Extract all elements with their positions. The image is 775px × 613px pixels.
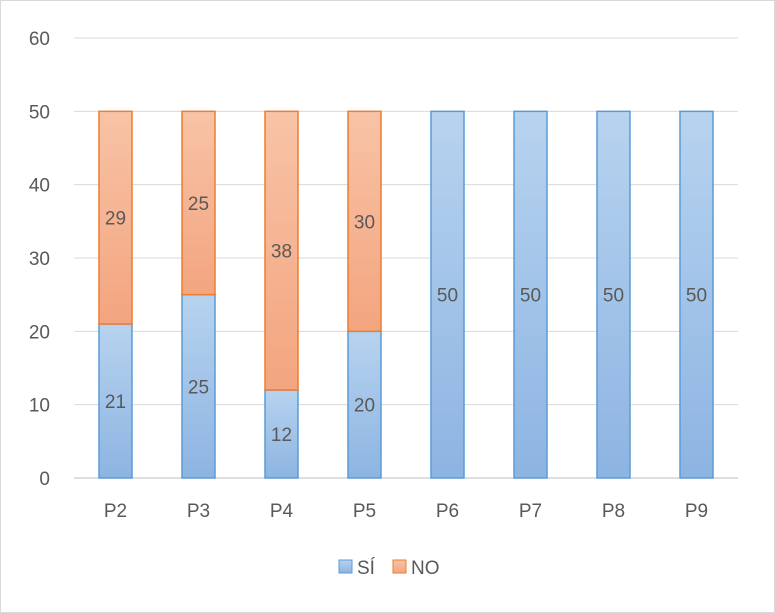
bars (98, 110, 714, 479)
bar-s-p5 (347, 330, 382, 479)
data-label: 50 (437, 286, 458, 307)
data-label: 21 (105, 392, 126, 413)
data-label: 30 (354, 212, 375, 233)
x-tick-label: P9 (685, 501, 708, 522)
bar-s-p3 (181, 293, 216, 479)
data-label: 50 (520, 286, 541, 307)
gridlines (74, 37, 738, 479)
data-label: 25 (188, 377, 209, 398)
legend: SÍ NO (338, 558, 440, 579)
y-tick-label: 30 (29, 249, 50, 270)
x-tick-label: P2 (104, 501, 127, 522)
y-tick-label: 0 (39, 469, 50, 490)
bar-s-p7 (513, 110, 548, 479)
data-label: 25 (188, 194, 209, 215)
bar-s-p8 (596, 110, 631, 479)
data-label: 29 (105, 209, 126, 230)
x-tick-label: P6 (436, 501, 459, 522)
bar-s-p4 (264, 389, 299, 479)
x-tick-label: P7 (519, 501, 542, 522)
data-label: 12 (271, 425, 292, 446)
y-tick-label: 50 (29, 102, 50, 123)
x-tick-label: P5 (353, 501, 376, 522)
x-axis-tick-labels: P2 P3 P4 P5 P6 P7 P8 P9 (104, 501, 708, 522)
legend-label: NO (411, 558, 440, 579)
data-label: 38 (271, 242, 292, 263)
legend-swatch (338, 559, 353, 574)
data-label: 20 (354, 396, 375, 417)
x-tick-label: P3 (187, 501, 210, 522)
data-labels: 21 29 25 25 12 38 20 30 50 50 50 50 (105, 194, 707, 446)
y-tick-label: 60 (29, 29, 50, 50)
y-axis-tick-labels: 0 10 20 30 40 50 60 (29, 29, 50, 490)
bar-s-p2 (98, 323, 133, 479)
y-tick-label: 40 (29, 176, 50, 197)
bar-s-p9 (679, 110, 714, 479)
data-label: 50 (603, 286, 624, 307)
x-tick-label: P8 (602, 501, 625, 522)
y-tick-label: 20 (29, 322, 50, 343)
data-label: 50 (686, 286, 707, 307)
bar-no-p3 (181, 110, 216, 296)
bar-no-p4 (264, 110, 299, 391)
legend-swatch (392, 559, 407, 574)
y-tick-label: 10 (29, 396, 50, 417)
legend-label: SÍ (357, 558, 376, 579)
bar-no-p5 (347, 110, 382, 333)
bar-no-p2 (98, 110, 133, 325)
x-tick-label: P4 (270, 501, 294, 522)
bar-s-p6 (430, 110, 465, 479)
